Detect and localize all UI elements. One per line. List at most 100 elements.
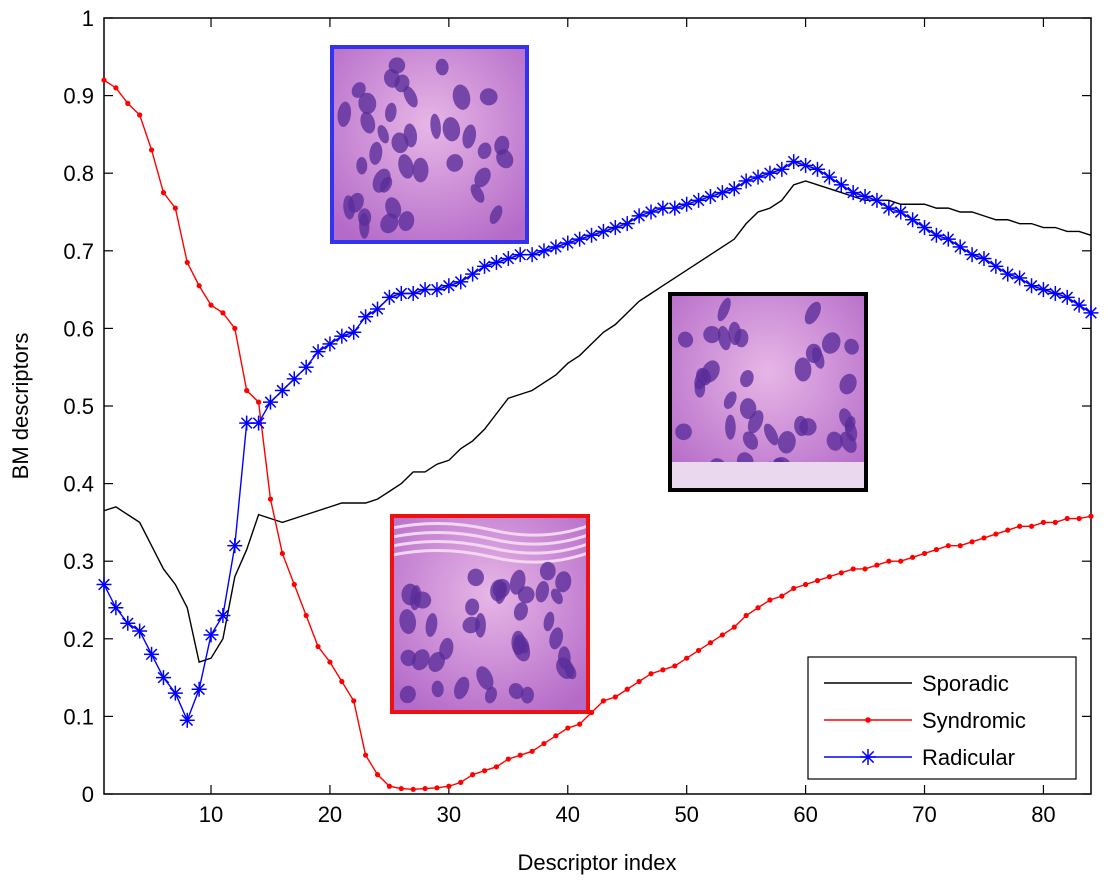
inset-nucleus <box>391 132 409 154</box>
data-point <box>719 632 725 638</box>
data-point <box>850 566 856 572</box>
data-point <box>255 399 262 405</box>
data-point <box>536 243 552 259</box>
inset-nucleus <box>425 613 438 637</box>
data-point <box>631 208 647 224</box>
inset-nucleus <box>509 569 526 595</box>
inset-nucleus <box>723 391 737 409</box>
inset-nucleus <box>479 88 498 106</box>
y-axis-title: BM descriptors <box>8 333 33 480</box>
data-point <box>334 328 350 344</box>
data-point <box>814 578 821 584</box>
y-tick-label: 1 <box>82 6 94 31</box>
y-tick-label: 0.3 <box>63 549 94 574</box>
data-point <box>1071 297 1087 313</box>
data-point <box>738 173 754 189</box>
inset-nucleus <box>494 135 510 155</box>
data-point <box>648 671 654 677</box>
inset-texture <box>391 539 589 555</box>
data-point <box>809 161 825 177</box>
data-point <box>310 344 326 360</box>
data-point <box>1035 282 1051 298</box>
inset-nucleus <box>394 74 410 93</box>
data-point <box>1088 513 1094 519</box>
data-point <box>826 574 832 580</box>
data-point <box>957 543 963 549</box>
data-point <box>1052 519 1058 526</box>
data-point <box>446 783 452 789</box>
inset-nucleus <box>804 301 821 325</box>
data-point <box>821 169 837 185</box>
data-point <box>857 188 873 204</box>
inset-nucleus <box>348 192 364 213</box>
data-point <box>184 259 190 266</box>
data-point <box>144 646 160 662</box>
legend: Sporadic Syndromic Radicular <box>807 656 1077 780</box>
data-point <box>964 247 980 263</box>
inset-nucleus <box>558 646 571 670</box>
data-point <box>1064 515 1070 522</box>
inset-nucleus <box>356 156 368 175</box>
inset-nucleus <box>411 649 430 671</box>
inset-nucleus <box>385 197 402 219</box>
y-tick-label: 0.4 <box>63 472 94 497</box>
data-point <box>422 785 428 792</box>
inset-nucleus <box>399 685 416 704</box>
y-tick-label: 0.8 <box>63 161 94 186</box>
data-point <box>517 752 523 758</box>
inset-nucleus <box>742 431 759 450</box>
data-point <box>505 756 511 762</box>
inset-nucleus <box>794 357 812 382</box>
series-radicular <box>96 154 1099 728</box>
inset-nucleus <box>794 415 809 437</box>
data-point <box>798 157 814 173</box>
inset-nucleus <box>520 686 534 704</box>
data-point <box>976 251 992 267</box>
inset-nucleus <box>740 370 754 388</box>
data-point <box>762 165 778 181</box>
data-point <box>315 643 321 650</box>
data-point <box>921 550 928 557</box>
data-point <box>298 359 314 375</box>
data-point <box>220 310 226 316</box>
y-tick-label: 0.6 <box>63 316 94 341</box>
inset-nucleus <box>539 561 556 581</box>
data-point <box>179 712 195 728</box>
data-point <box>172 205 178 211</box>
inset-nucleus <box>495 582 507 604</box>
data-point <box>346 324 362 340</box>
data-point <box>917 220 933 236</box>
inset-nucleus <box>337 101 352 127</box>
data-point <box>251 415 267 431</box>
data-point <box>898 558 904 564</box>
legend-label: Syndromic <box>922 708 1026 733</box>
x-tick-label: 20 <box>318 802 342 827</box>
inset-nucleus <box>474 167 491 188</box>
inset-nucleus <box>550 588 563 605</box>
data-point <box>1047 285 1063 301</box>
data-point <box>667 200 683 216</box>
data-point <box>481 768 488 774</box>
data-point <box>1017 523 1023 529</box>
inset-nucleus <box>476 666 494 690</box>
inset-nucleus <box>359 213 370 239</box>
data-point <box>981 535 987 541</box>
inset-nucleus <box>385 102 397 123</box>
y-tick-label: 0.5 <box>63 394 94 419</box>
data-point <box>267 496 274 502</box>
inset-image-2 <box>668 292 868 492</box>
data-point <box>595 223 611 239</box>
legend-label: Sporadic <box>922 671 1009 696</box>
data-point <box>327 659 333 665</box>
data-point <box>886 558 892 564</box>
data-point <box>101 77 107 83</box>
data-point <box>458 779 464 785</box>
data-point <box>588 709 595 716</box>
inset-nucleus <box>477 142 492 160</box>
inset-nucleus <box>358 92 377 115</box>
data-point <box>672 663 678 669</box>
inset-nucleus <box>739 398 757 420</box>
x-tick-label: 80 <box>1031 802 1055 827</box>
data-point <box>988 258 1004 274</box>
data-point <box>755 605 761 611</box>
